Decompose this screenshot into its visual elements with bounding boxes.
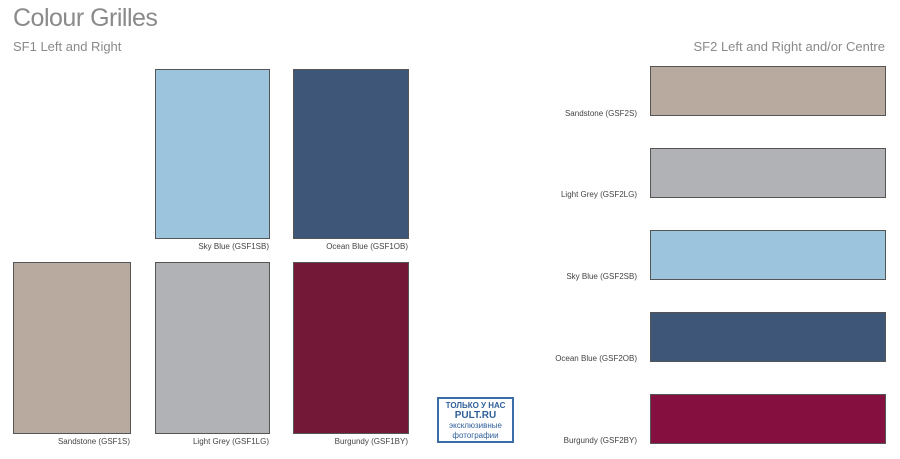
sf1-swatch-ocean-blue xyxy=(293,69,409,239)
watermark-stamp: ТОЛЬКО У НАС PULT.RU эксклюзивные фотогр… xyxy=(437,397,514,443)
sf1-swatch-sandstone xyxy=(13,262,131,434)
sf2-label-burgundy: Burgundy (GSF2BY) xyxy=(563,436,637,445)
sf2-swatch-burgundy xyxy=(650,394,886,444)
page-title: Colour Grilles xyxy=(13,4,158,32)
sf2-swatch-sky-blue xyxy=(650,230,886,280)
stamp-logo: PULT.RU xyxy=(454,410,497,421)
sf2-swatch-sandstone xyxy=(650,66,886,116)
sf1-swatch-sky-blue xyxy=(155,69,270,239)
stamp-line: эксклюзивные xyxy=(449,421,502,430)
sf1-label-burgundy: Burgundy (GSF1BY) xyxy=(334,437,408,446)
sf2-swatch-ocean-blue xyxy=(650,312,886,362)
sf1-swatch-light-grey xyxy=(155,262,270,434)
sf2-label-sandstone: Sandstone (GSF2S) xyxy=(564,109,637,118)
sf2-label-ocean-blue: Ocean Blue (GSF2OB) xyxy=(555,354,637,363)
stamp-line: ТОЛЬКО У НАС xyxy=(445,401,506,410)
sf1-label-ocean-blue: Ocean Blue (GSF1OB) xyxy=(326,242,408,251)
sf2-swatch-light-grey xyxy=(650,148,886,198)
sf1-label-sandstone: Sandstone (GSF1S) xyxy=(57,437,130,446)
sf2-heading: SF2 Left and Right and/or Centre xyxy=(693,39,885,54)
sf1-label-sky-blue: Sky Blue (GSF1SB) xyxy=(198,242,269,251)
sf2-label-sky-blue: Sky Blue (GSF2SB) xyxy=(566,272,637,281)
sf1-heading: SF1 Left and Right xyxy=(13,39,122,54)
sf1-swatch-burgundy xyxy=(293,262,409,434)
stamp-line: фотографии xyxy=(452,431,499,440)
sf1-label-light-grey: Light Grey (GSF1LG) xyxy=(192,437,269,446)
sf2-label-light-grey: Light Grey (GSF2LG) xyxy=(560,190,637,199)
